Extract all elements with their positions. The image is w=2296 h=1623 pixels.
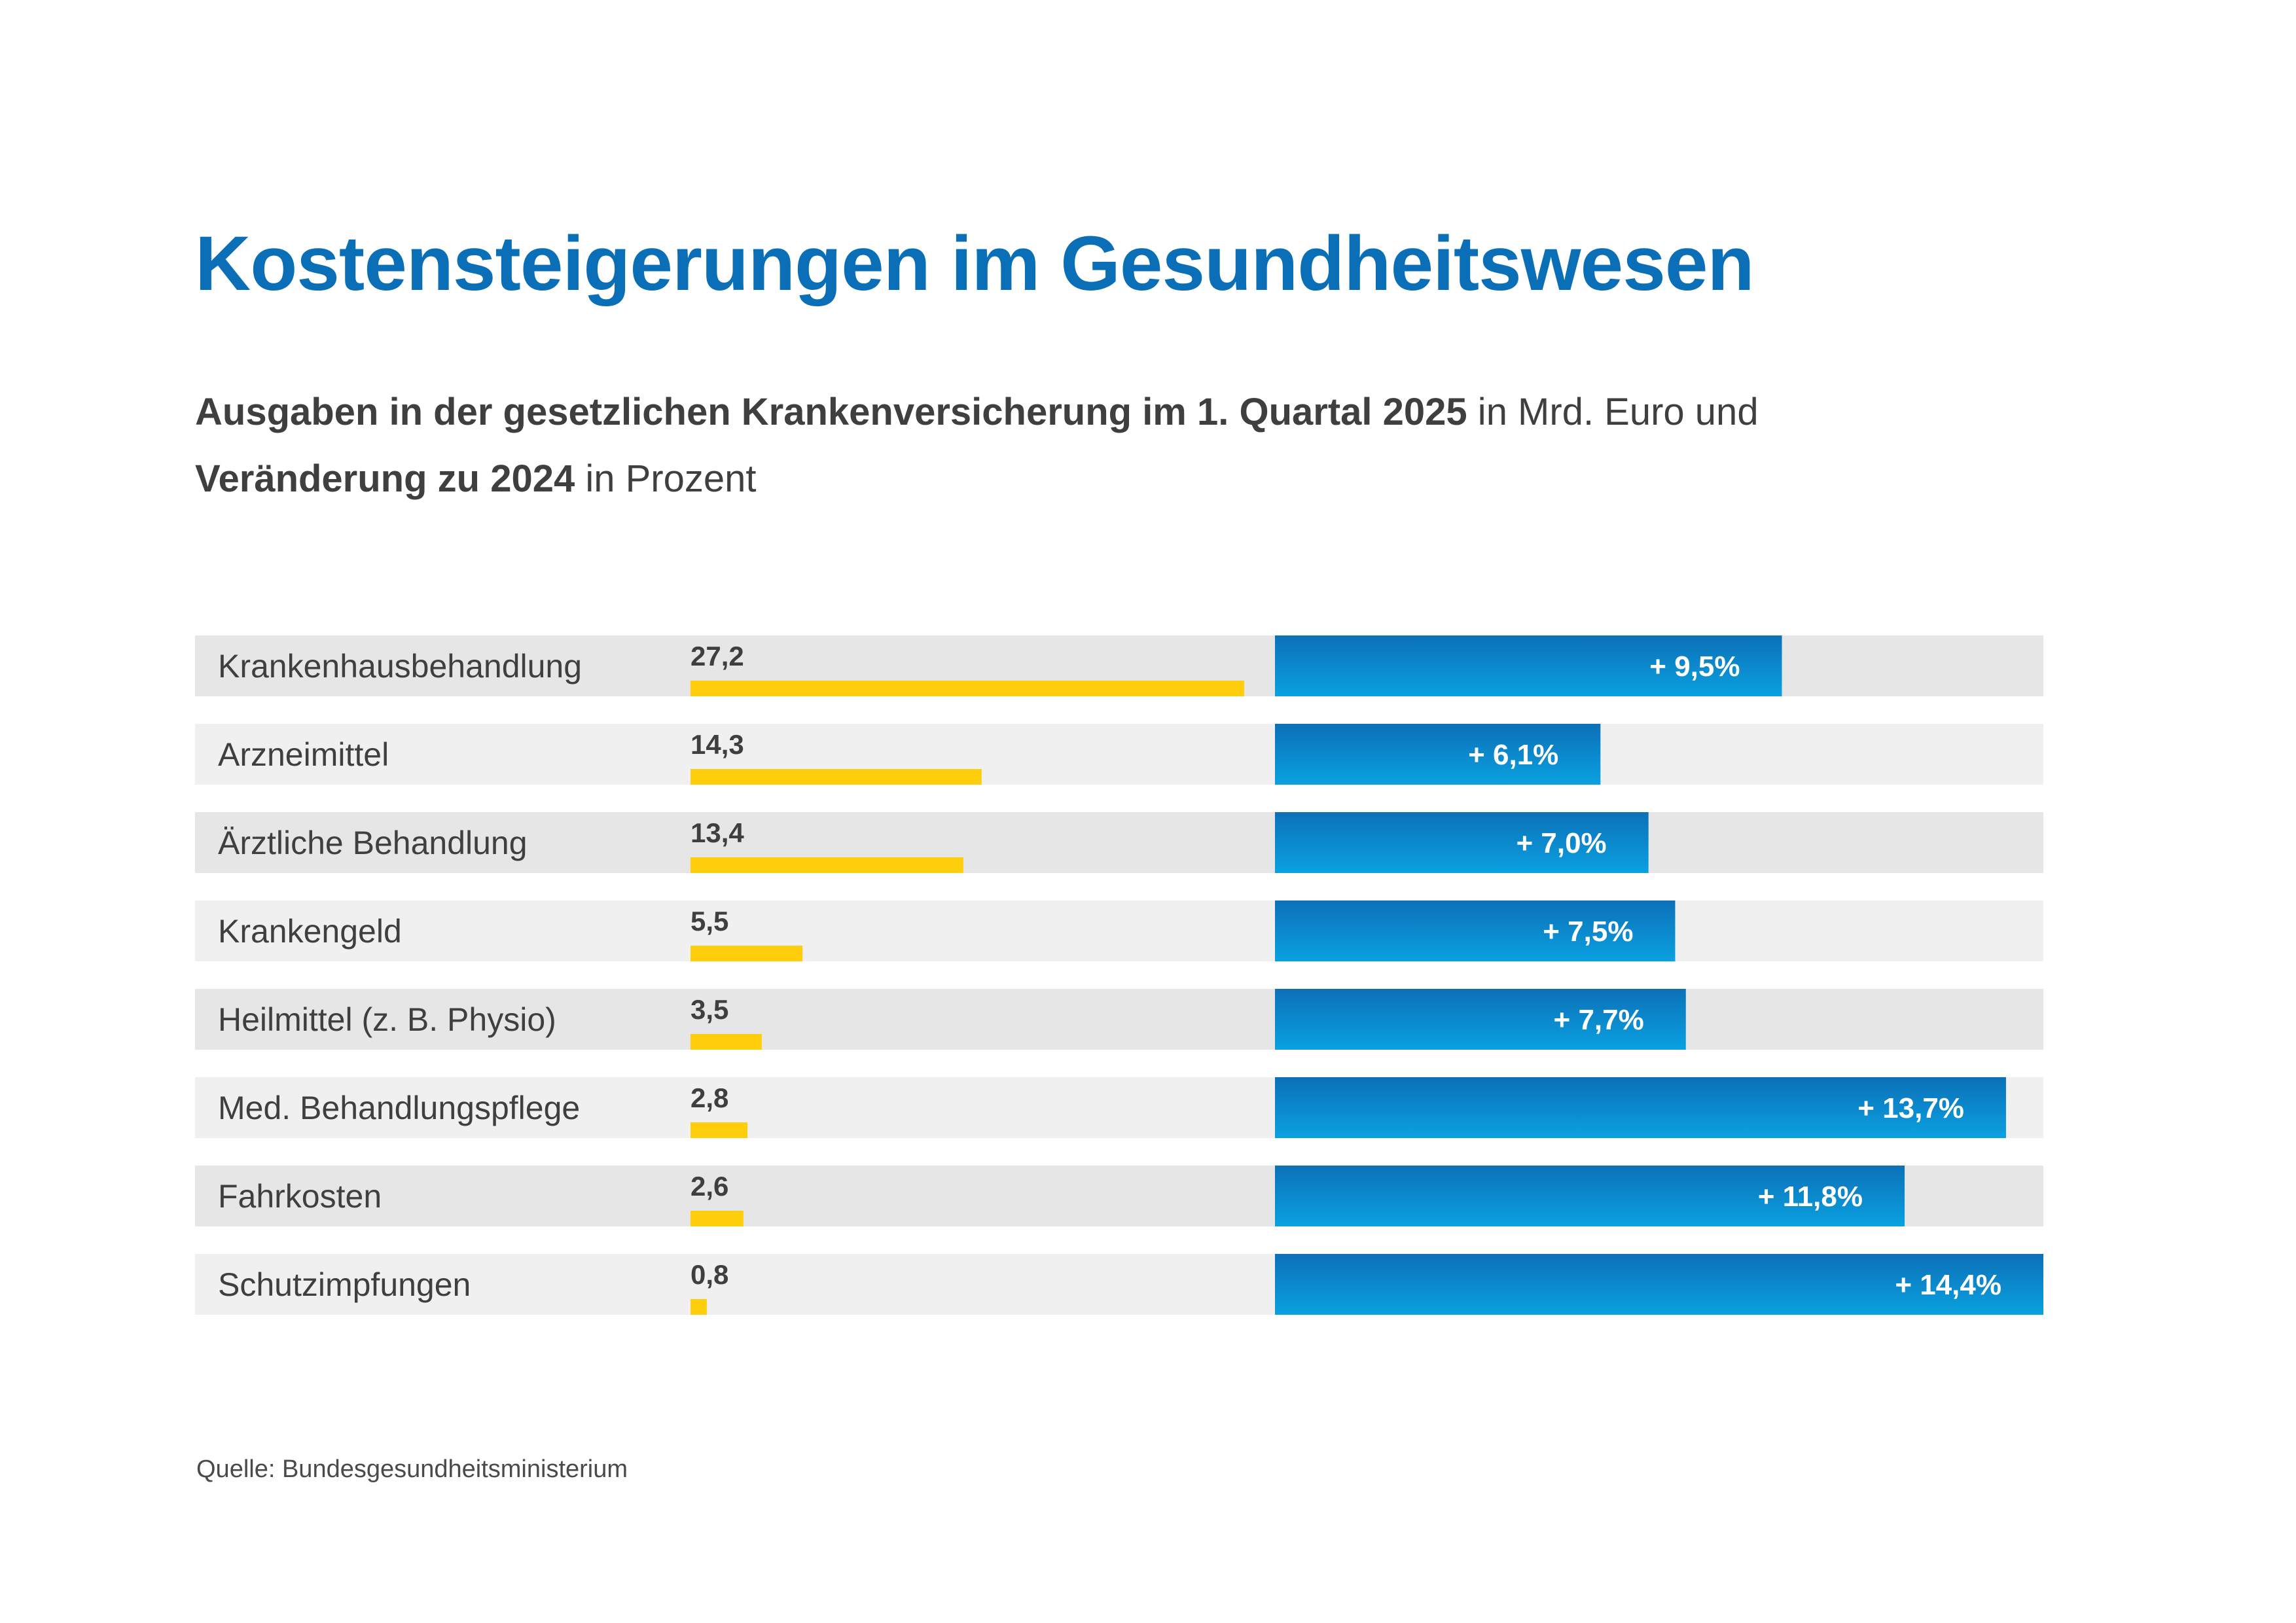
chart-row: Med. Behandlungspflege 2,8 + 13,7% [195,1077,2043,1138]
change-value-label: + 14,4% [1895,1269,2001,1301]
chart-row: Krankenhausbehandlung 27,2 + 9,5% [195,635,2043,696]
chart-subtitle-line-1: Ausgaben in der gesetzlichen Krankenvers… [195,390,1759,434]
change-bar [1275,989,1686,1050]
category-label: Ärztliche Behandlung [218,825,528,861]
spending-value-label: 5,5 [691,906,728,936]
subtitle-regular-2: in Prozent [575,457,757,500]
spending-bar [691,681,1244,696]
category-label: Med. Behandlungspflege [218,1090,580,1126]
subtitle-bold-1: Ausgaben in der gesetzlichen Krankenvers… [195,391,1467,433]
spending-bar [691,946,803,961]
spending-bar [691,1299,707,1315]
row-background [195,724,2043,785]
spending-bar [691,769,982,785]
spending-bar [691,1034,762,1050]
change-bar [1275,812,1649,873]
spending-value-label: 2,6 [691,1171,728,1202]
spending-bar [691,857,963,873]
spending-bar [691,1211,744,1226]
change-bar [1275,724,1601,785]
category-label: Fahrkosten [218,1178,382,1215]
subtitle-bold-2: Veränderung zu 2024 [195,457,575,500]
chart-row: Schutzimpfungen 0,8 + 14,4% [195,1254,2043,1315]
chart-subtitle-line-2: Veränderung zu 2024 in Prozent [195,457,757,501]
spending-bar [691,1122,748,1138]
chart-row: Ärztliche Behandlung 13,4 + 7,0% [195,812,2043,873]
change-value-label: + 6,1% [1468,739,1558,771]
spending-value-label: 27,2 [691,641,744,671]
chart-row: Fahrkosten 2,6 + 11,8% [195,1166,2043,1226]
source-note: Quelle: Bundesgesundheitsministerium [196,1455,628,1483]
change-value-label: + 7,5% [1543,916,1633,948]
change-value-label: + 7,7% [1554,1004,1644,1036]
category-label: Schutzimpfungen [218,1266,471,1303]
change-value-label: + 13,7% [1857,1092,1964,1124]
chart-rows: Krankenhausbehandlung 27,2 + 9,5% Arzneimit… [195,635,2043,1315]
change-bar [1275,1254,2043,1315]
spending-value-label: 13,4 [691,817,744,848]
row-background [195,901,2043,961]
category-label: Krankengeld [218,913,402,950]
chart-row: Heilmittel (z. B. Physio) 3,5 + 7,7% [195,989,2043,1050]
category-label: Krankenhausbehandlung [218,648,582,685]
row-background [195,812,2043,873]
spending-value-label: 3,5 [691,994,728,1025]
subtitle-regular-1: in Mrd. Euro und [1467,391,1759,433]
change-bar [1275,901,1676,961]
change-value-label: + 11,8% [1758,1181,1863,1213]
change-value-label: + 7,0% [1516,827,1606,859]
chart-title: Kostensteigerungen im Gesundheitswesen [195,221,1755,307]
category-label: Arzneimittel [218,736,389,773]
change-value-label: + 9,5% [1649,651,1740,683]
chart-row: Krankengeld 5,5 + 7,5% [195,901,2043,961]
spending-value-label: 2,8 [691,1082,728,1113]
spending-value-label: 0,8 [691,1259,728,1290]
chart-row: Arzneimittel 14,3 + 6,1% [195,724,2043,785]
row-background [195,989,2043,1050]
change-bar [1275,1166,1905,1226]
spending-value-label: 14,3 [691,729,744,760]
change-bar [1275,635,1782,696]
category-label: Heilmittel (z. B. Physio) [218,1001,556,1038]
change-bar [1275,1077,2006,1138]
